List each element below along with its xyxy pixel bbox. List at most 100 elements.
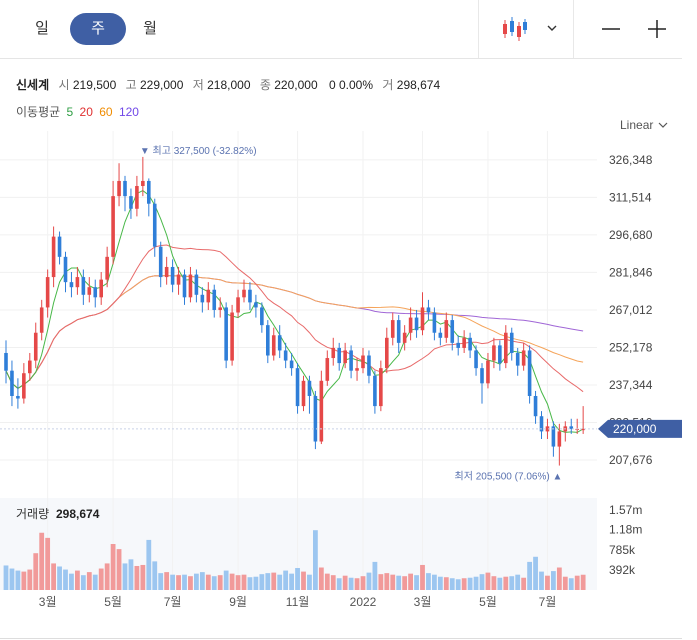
close-value: 220,000: [274, 78, 318, 92]
candle-body: [28, 360, 32, 374]
y-tick-label: 252,178: [609, 340, 653, 354]
volume-bar: [27, 569, 33, 590]
ma20-line: [5, 244, 584, 393]
candle-body: [111, 196, 115, 257]
x-tick-label: 11월: [286, 595, 310, 609]
candle-body: [99, 279, 103, 298]
volume-bar: [146, 539, 152, 590]
volume-bar: [69, 573, 74, 590]
zoom-in-button[interactable]: [642, 14, 672, 44]
ma-legend-5: 5: [66, 105, 74, 119]
candle-body: [432, 312, 437, 333]
candle-body: [236, 297, 240, 313]
chart-type-button[interactable]: [496, 14, 532, 44]
candle-body: [289, 360, 294, 369]
y-tick-label: 237,344: [609, 378, 653, 392]
volume-bar: [63, 569, 68, 590]
volume-bar: [57, 566, 62, 590]
current-price-label: 220,000: [613, 422, 657, 436]
volume-short-value: 298,674: [396, 78, 441, 92]
volume-bar: [360, 576, 366, 590]
candle-body: [194, 274, 199, 295]
volume-bar: [533, 556, 538, 590]
chart-type-dropdown[interactable]: [540, 14, 564, 44]
volume-bar: [467, 577, 473, 590]
tab-day[interactable]: 일: [35, 20, 49, 37]
candle-body: [123, 180, 127, 197]
scale-label: Linear: [620, 118, 654, 132]
candle-body: [480, 368, 484, 384]
candle-body: [10, 370, 14, 396]
open-label: 시: [58, 78, 70, 92]
candle-body: [343, 350, 347, 364]
volume-bar: [211, 576, 217, 590]
toolbar-divider: [478, 0, 479, 58]
candle-body: [462, 337, 466, 348]
volume-tick-label: 392k: [609, 563, 636, 577]
volume-bar: [271, 572, 277, 590]
scale-dropdown[interactable]: Linear: [620, 118, 669, 132]
candlestick-icon: [503, 17, 527, 41]
candle-body: [158, 246, 163, 278]
volume-bar: [199, 572, 205, 590]
candle-body: [117, 180, 121, 197]
volume-bar: [402, 576, 408, 590]
candle-body: [492, 345, 496, 361]
zoom-out-button[interactable]: [596, 14, 626, 44]
volume-bar: [307, 574, 312, 590]
candle-body: [147, 180, 151, 204]
candle-body: [438, 332, 443, 338]
volume-bar: [556, 567, 562, 590]
x-tick-label: 5월: [104, 595, 122, 609]
volume-bar: [521, 577, 527, 590]
candle-body: [206, 289, 211, 303]
open-value: 219,500: [72, 78, 117, 92]
volume-bar: [152, 561, 158, 590]
candle-body: [87, 287, 92, 295]
volume-bar: [188, 576, 193, 590]
volume-tick-label: 785k: [609, 543, 636, 557]
volume-bar: [86, 572, 92, 590]
tab-week[interactable]: 주: [70, 13, 126, 45]
candle-body: [456, 342, 460, 348]
volume-bar: [396, 575, 402, 590]
candle-body: [176, 274, 181, 285]
volume-bar: [104, 563, 110, 590]
x-tick-label: 7월: [539, 595, 557, 609]
tab-month[interactable]: 월: [143, 20, 157, 37]
candle-body: [444, 320, 449, 338]
candle-body: [105, 256, 109, 280]
volume-bar: [128, 559, 134, 590]
ma120-line: [5, 274, 584, 390]
volume-bar: [461, 578, 467, 590]
volume-bar: [545, 575, 550, 590]
candle-body: [533, 395, 538, 417]
candle-body: [81, 277, 86, 295]
current-price-tag: [598, 419, 682, 438]
y-tick-label: 207,676: [609, 453, 653, 467]
volume-bar: [485, 572, 491, 590]
volume-bar: [217, 575, 223, 590]
volume-bar: [265, 573, 271, 590]
low-value: 218,000: [207, 78, 251, 92]
volume-bar: [164, 572, 170, 590]
volume-bar: [414, 575, 419, 590]
candle-body: [135, 186, 139, 209]
volume-bar: [51, 563, 56, 590]
candle-body: [402, 332, 407, 343]
volume-bar: [116, 549, 122, 590]
candle-body: [313, 395, 318, 442]
candle-body: [93, 287, 98, 298]
candle-body: [4, 352, 8, 371]
y-tick-label: 311,514: [609, 190, 652, 204]
volume-bar: [330, 575, 336, 590]
volume-bar: [223, 570, 229, 590]
candle-body: [408, 317, 413, 333]
candle-body: [242, 289, 246, 298]
candle-body: [539, 416, 544, 432]
volume-bar: [348, 577, 354, 590]
candle-body: [521, 350, 526, 366]
candle-body: [307, 380, 312, 396]
volume-bar: [170, 574, 175, 590]
